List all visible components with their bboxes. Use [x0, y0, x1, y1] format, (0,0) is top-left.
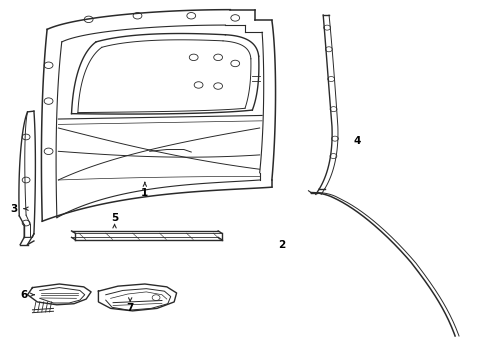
- Text: 1: 1: [141, 188, 148, 198]
- Text: 7: 7: [126, 303, 134, 313]
- Text: 2: 2: [278, 239, 285, 249]
- Text: 6: 6: [21, 290, 28, 300]
- Text: 4: 4: [354, 136, 361, 145]
- Text: 5: 5: [111, 213, 118, 223]
- Text: 3: 3: [11, 204, 18, 214]
